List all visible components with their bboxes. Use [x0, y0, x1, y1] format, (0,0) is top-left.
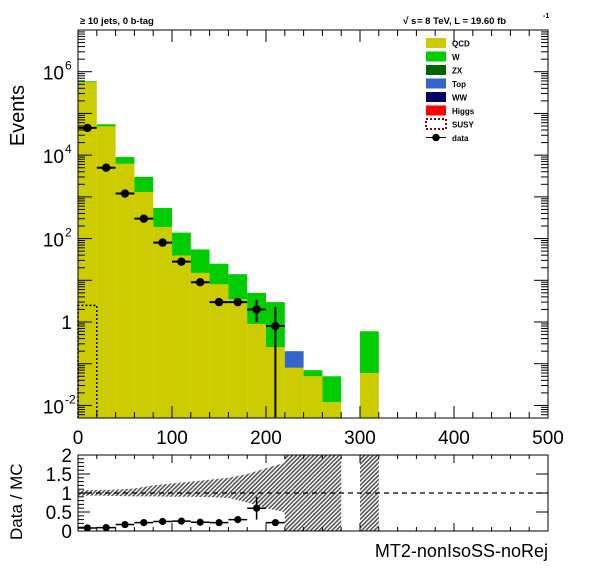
data-point: [177, 257, 186, 266]
legend-swatch-top: [426, 78, 446, 89]
ratio-point: [159, 517, 167, 526]
ratio-point: [271, 519, 279, 527]
ratio-point: [196, 518, 204, 526]
legend-label-susy: SUSY: [452, 121, 474, 130]
bar-qcd: [172, 255, 191, 418]
ratio-point: [83, 524, 91, 532]
bar-w: [115, 157, 135, 164]
data-point: [233, 297, 242, 307]
bar-qcd: [209, 284, 229, 418]
legend-swatch-zx: [426, 65, 446, 75]
ratio-y-tick-label: 0.5: [46, 503, 72, 524]
bar-w: [209, 263, 229, 285]
x-tick-label: 0: [73, 428, 84, 449]
bar-w: [360, 331, 379, 373]
y-tick-exponent: 6: [65, 59, 72, 73]
ratio-point: [140, 519, 148, 527]
data-point: [120, 189, 130, 198]
y-tick-label: 1: [61, 313, 72, 334]
legend-swatch-qcd: [426, 38, 446, 48]
ratio-point: [102, 523, 110, 532]
legend-swatch-higgs: [426, 105, 446, 116]
x-tick-label: 200: [250, 428, 282, 449]
y-tick-label: 10: [43, 64, 64, 85]
ratio-y-axis-title: Data / MC: [7, 463, 26, 540]
legend: QCD W ZX Top WW Higgs SUSY data: [425, 38, 475, 143]
svg-text:√: √: [403, 16, 409, 27]
ratio-point: [215, 519, 223, 527]
header-energy-lumi: = 8 TeV, L = 19.60 fb: [417, 16, 506, 27]
bar-qcd: [228, 299, 248, 418]
y-tick-exponent: -2: [65, 392, 76, 406]
legend-label-top: Top: [452, 80, 466, 89]
data-point: [252, 305, 261, 314]
y-tick-label: 10: [43, 147, 64, 168]
ratio-y-tick-label: 0: [61, 522, 72, 543]
y-tick-label: 10: [43, 397, 64, 418]
legend-label-higgs: Higgs: [452, 107, 475, 116]
x-tick-label: 300: [344, 428, 376, 449]
ratio-y-tick-label: 1: [61, 484, 72, 505]
bar-qcd: [96, 126, 116, 418]
bar-w: [172, 232, 191, 256]
legend-swatch-ww: [426, 92, 446, 102]
bar-qcd: [78, 82, 97, 419]
bar-w: [78, 81, 97, 83]
ratio-point: [253, 504, 261, 512]
bar-w: [228, 274, 248, 300]
header-lumi-exp: -1: [543, 13, 549, 20]
legend-label-w: W: [452, 53, 460, 62]
bar-qcd: [190, 272, 210, 418]
y-axis-title: Events: [7, 85, 29, 146]
legend-label-zx: ZX: [452, 67, 463, 76]
bar-w: [96, 124, 116, 127]
bar-top: [284, 351, 304, 368]
legend-swatch-susy: [425, 118, 447, 130]
ratio-point: [177, 517, 185, 525]
bar-qcd: [284, 367, 304, 418]
legend-label-data: data: [452, 134, 469, 143]
bar-qcd: [322, 402, 342, 418]
ratio-x-axis-title: MT2-nonIsoSS-noRej: [375, 541, 548, 561]
bar-w: [190, 249, 210, 273]
ratio-point: [121, 520, 129, 529]
y-tick-exponent: 4: [65, 142, 72, 156]
ratio-error-band: [78, 462, 285, 512]
plot-frame: [77, 29, 549, 419]
bar-w: [303, 370, 323, 377]
data-point: [83, 123, 92, 133]
x-tick-label: 400: [438, 428, 470, 449]
header-sqrt-s: s: [411, 16, 416, 27]
bar-qcd: [303, 376, 323, 418]
data-point: [139, 214, 148, 223]
bar-qcd: [115, 163, 135, 418]
data-point: [158, 238, 167, 247]
data-point: [271, 321, 280, 331]
bar-qcd: [247, 323, 266, 418]
bar-w: [322, 376, 342, 403]
legend-label-qcd: QCD: [452, 40, 470, 49]
bar-w: [153, 208, 172, 227]
legend-swatch-w: [426, 51, 446, 62]
ratio-y-tick-label: 1.5: [46, 465, 72, 486]
ratio-plot: 00.511.52: [46, 446, 549, 543]
data-point: [196, 278, 205, 287]
ratio-point: [234, 516, 242, 524]
data-point: [214, 297, 224, 307]
y-tick-exponent: 2: [65, 226, 72, 240]
data-point: [102, 163, 111, 172]
x-tick-label: 500: [532, 428, 564, 449]
bar-qcd: [153, 226, 172, 418]
x-tick-label: 100: [156, 428, 188, 449]
ratio-y-tick-label: 2: [61, 446, 72, 467]
bar-w: [134, 176, 154, 193]
bar-qcd: [134, 192, 154, 418]
y-tick-label: 10: [43, 231, 64, 252]
bar-qcd: [360, 372, 379, 418]
header-right: √ s = 8 TeV, L = 19.60 fb -1: [403, 13, 549, 27]
header-left: ≥ 10 jets, 0 b-tag: [80, 16, 154, 27]
legend-label-ww: WW: [452, 94, 468, 103]
